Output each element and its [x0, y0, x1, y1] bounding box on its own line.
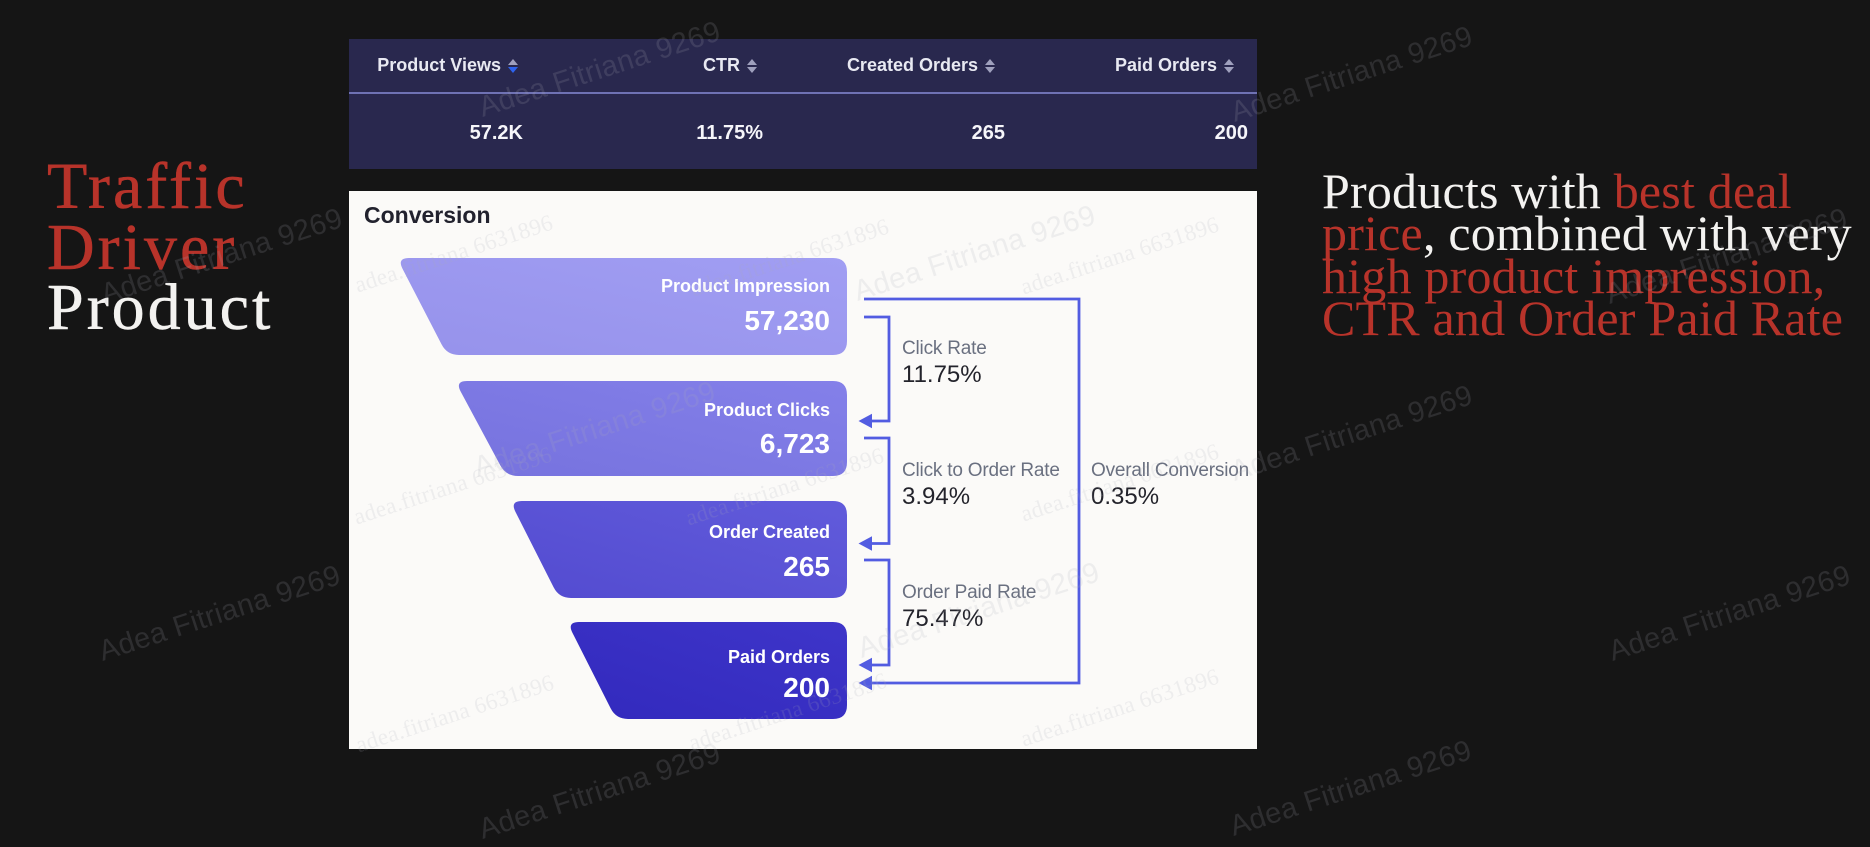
svg-text:Product Clicks: Product Clicks [704, 400, 830, 420]
svg-text:57,230: 57,230 [744, 305, 830, 336]
svg-text:6,723: 6,723 [760, 428, 830, 459]
svg-text:265: 265 [783, 551, 830, 582]
svg-text:Product Impression: Product Impression [661, 276, 830, 296]
svg-text:Paid Orders: Paid Orders [728, 647, 830, 667]
svg-text:200: 200 [783, 672, 830, 703]
svg-text:Order Created: Order Created [709, 522, 830, 542]
